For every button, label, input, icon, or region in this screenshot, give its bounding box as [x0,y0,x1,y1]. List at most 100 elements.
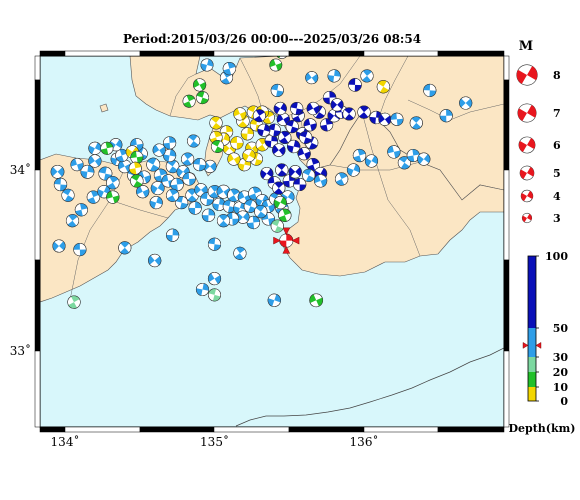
event-mechanism [264,134,278,148]
current-event-marker [282,227,291,236]
x-tick-label: 134˚ [51,434,80,449]
event-mechanism [181,152,195,166]
event-mechanism [150,181,165,196]
event-mechanism [233,107,247,121]
event-mechanism [320,118,334,132]
event-mechanism [278,130,292,144]
event-mechanism [267,123,281,137]
event-mechanism [80,164,95,179]
event-mechanism [299,130,313,144]
event-mechanism [106,176,120,190]
event-mechanism [297,147,311,161]
event-mechanism [106,190,120,204]
event-mechanism [230,136,244,150]
event-mechanism [342,107,356,121]
event-mechanism [352,148,367,163]
event-mechanism [254,204,268,219]
magnitude-legend-label: 3 [553,212,561,225]
event-mechanism [439,109,453,123]
event-mechanism [182,94,196,108]
current-event-mechanism [279,233,294,248]
event-mechanism [201,208,216,222]
magnitude-legend-symbol [521,212,533,224]
event-mechanism [409,116,423,130]
depth-tick-label: 30 [553,351,569,364]
event-mechanism [240,127,254,141]
event-mechanism [196,91,209,105]
event-mechanism [53,177,68,192]
event-mechanism [330,98,344,112]
event-mechanism [52,239,66,253]
event-mechanism [166,228,180,242]
events-layer [50,56,473,309]
event-mechanism [275,56,289,59]
event-mechanism [233,246,247,260]
event-mechanism [209,116,223,130]
event-mechanism [273,196,287,210]
land-kii-peninsula [281,111,504,277]
event-mechanism [360,69,374,83]
event-mechanism [86,190,101,204]
depth-band [528,387,536,401]
event-mechanism [67,295,81,309]
depth-tick-label: 100 [545,250,568,263]
event-mechanism [267,293,281,307]
depth-tick-label: 0 [560,395,568,408]
magnitude-legend-label: 8 [553,69,561,82]
event-mechanism [287,139,301,154]
event-mechanism [211,140,224,153]
event-mechanism [242,148,256,163]
depth-scale-frame [527,255,537,402]
magnitude-legend-symbol [516,64,538,86]
event-mechanism [193,78,207,92]
event-mechanism [302,168,316,182]
event-mechanism [200,58,214,72]
event-mechanism [73,243,87,257]
current-event-marker [282,245,291,254]
land-small-island [99,103,109,113]
trench-line [235,347,504,427]
event-mechanism [257,123,271,137]
event-mechanism [269,58,283,72]
current-event-marker [273,236,281,245]
event-mechanism [309,293,324,308]
event-mechanism [314,174,328,188]
event-mechanism [149,196,163,210]
event-mechanism [252,109,266,123]
event-mechanism [216,214,231,228]
magnitude-legend-symbol [520,189,534,203]
magnitude-legend-label: 4 [553,190,561,203]
y-tick-label: 33˚ [10,343,31,358]
event-mechanism [187,134,201,148]
event-mechanism [195,282,210,297]
magnitude-legend-symbol [519,165,535,181]
event-mechanism [88,141,102,155]
event-mechanism [364,154,379,168]
event-mechanism [243,199,258,213]
event-mechanism [303,118,317,132]
event-mechanism [306,101,320,116]
event-mechanism [387,145,401,159]
depth-marker-right [535,342,542,349]
event-mechanism [334,172,349,186]
event-mechanism [182,172,196,186]
event-mechanism [74,203,88,217]
event-mechanism [346,163,361,177]
depth-scale-title: Depth(km) [509,422,576,435]
magnitude-legend-symbol [518,136,536,154]
event-mechanism [272,143,286,157]
event-mechanism [88,154,102,168]
depth-band [528,328,536,357]
event-mechanism [378,112,392,126]
event-mechanism [118,159,132,174]
event-mechanism [246,215,261,230]
y-tick-label: 34˚ [10,162,31,177]
x-tick-label: 135˚ [200,434,229,449]
axis-labels: 134˚ 135˚ 136˚ 34˚ 33˚ [10,162,379,449]
event-mechanism [100,141,114,155]
frame-ticks [34,50,510,433]
event-mechanism [290,101,304,116]
event-mechanism [270,83,284,97]
event-mechanism [216,184,231,199]
